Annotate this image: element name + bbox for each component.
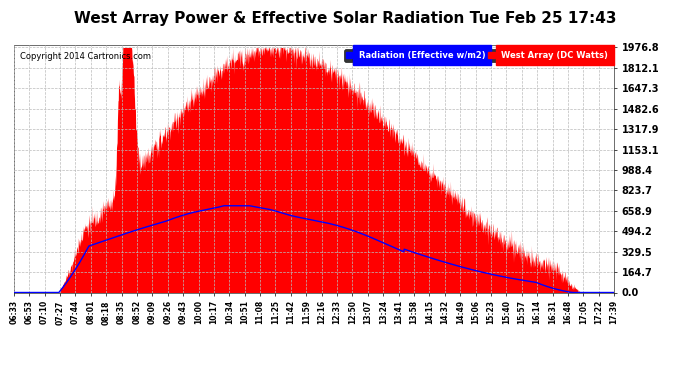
Text: West Array Power & Effective Solar Radiation Tue Feb 25 17:43: West Array Power & Effective Solar Radia… [74, 11, 616, 26]
Text: Copyright 2014 Cartronics.com: Copyright 2014 Cartronics.com [20, 53, 151, 62]
Legend: Radiation (Effective w/m2), West Array (DC Watts): Radiation (Effective w/m2), West Array (… [344, 49, 610, 62]
